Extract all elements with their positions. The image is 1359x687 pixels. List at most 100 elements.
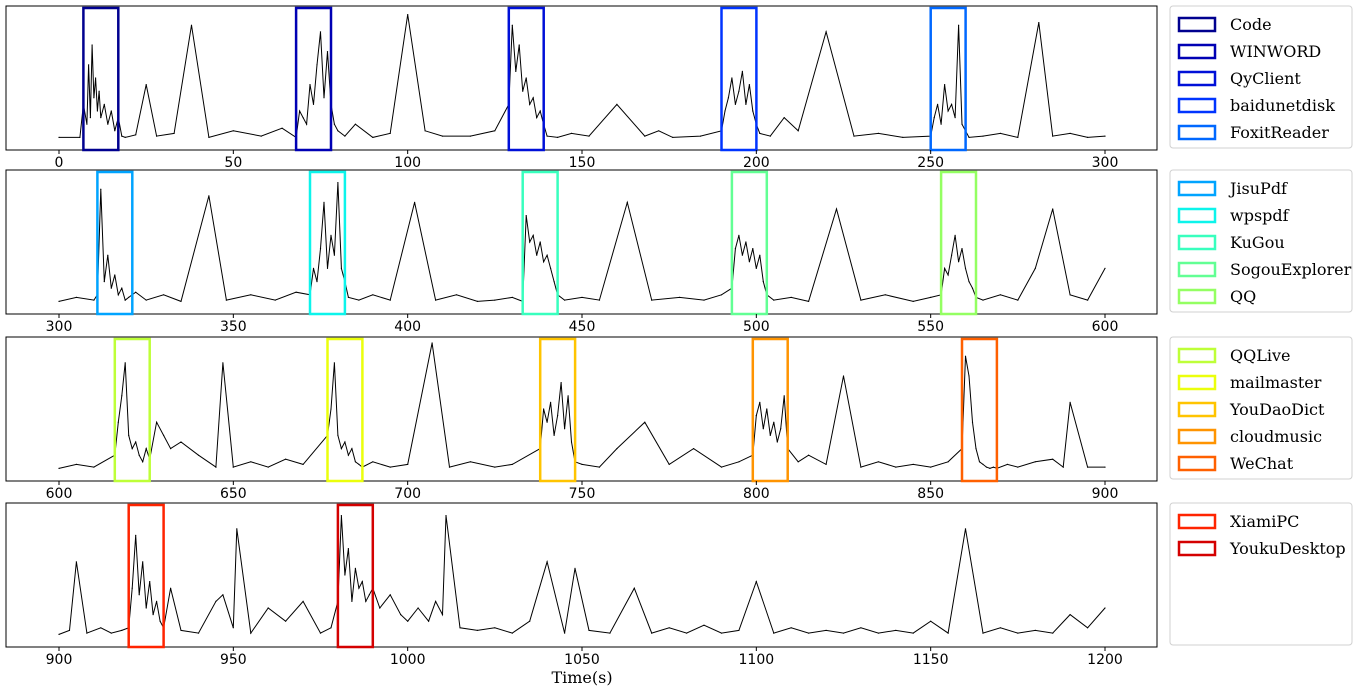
data-point <box>494 466 496 468</box>
data-point <box>644 135 646 137</box>
data-point <box>476 629 478 632</box>
data-point <box>312 103 315 105</box>
data-point <box>152 614 154 616</box>
legend-4: XiamiPC YoukuDesktop <box>1169 502 1353 646</box>
data-point <box>759 254 761 256</box>
data-point <box>588 629 590 632</box>
data-point <box>748 84 751 86</box>
data-point <box>100 188 102 190</box>
x-tick-label: 300 <box>1092 155 1119 171</box>
data-point <box>302 463 304 465</box>
data-point <box>93 97 95 99</box>
data-point <box>208 136 210 138</box>
data-point <box>633 587 635 589</box>
data-point <box>306 123 308 125</box>
data-point <box>330 234 332 236</box>
data-point <box>121 395 123 397</box>
data-point <box>340 267 342 269</box>
data-point <box>947 632 949 634</box>
data-point <box>1034 629 1036 632</box>
data-point <box>557 136 559 138</box>
data-point <box>267 607 269 609</box>
data-point <box>825 31 827 33</box>
data-point <box>769 135 771 137</box>
data-point <box>1104 466 1106 468</box>
data-point <box>947 110 949 112</box>
data-point <box>135 134 137 136</box>
data-point <box>525 215 527 217</box>
app-highlight-box <box>929 6 967 152</box>
data-point <box>326 51 329 53</box>
legend-label: XiamiPC <box>1230 512 1299 531</box>
data-point <box>985 466 988 468</box>
data-point <box>546 561 548 563</box>
data-point <box>930 620 932 622</box>
data-point <box>940 123 942 125</box>
data-point <box>323 97 325 99</box>
data-point <box>724 110 726 112</box>
panel-2: 300 350 400 450 500 550 600 JisuPdf wpspdf KuGou S… <box>5 169 1353 335</box>
data-point <box>441 135 444 137</box>
panel-4: 900 950 1000 1050 1100 1150 1200 XiamiPC YoukuDe… <box>5 502 1353 668</box>
data-point <box>351 448 353 450</box>
data-point <box>546 135 548 137</box>
data-point <box>536 254 538 256</box>
data-point <box>588 135 590 137</box>
data-point <box>644 421 646 423</box>
data-point <box>260 135 262 137</box>
data-point <box>110 632 112 634</box>
app-highlight-box <box>730 170 769 316</box>
data-point <box>543 261 545 263</box>
data-point <box>951 254 953 256</box>
data-point <box>776 441 778 443</box>
data-point <box>441 614 444 616</box>
data-point <box>358 587 360 589</box>
legend-swatch <box>1177 347 1217 364</box>
data-point <box>431 342 433 344</box>
data-point <box>68 629 71 632</box>
data-point <box>570 441 573 443</box>
data-point <box>302 117 304 119</box>
data-point <box>180 629 182 632</box>
data-point <box>651 632 653 634</box>
data-point <box>124 299 126 301</box>
data-point <box>780 428 782 430</box>
data-point <box>156 421 158 423</box>
data-point <box>511 632 513 634</box>
data-point <box>944 267 946 269</box>
data-point <box>947 461 949 463</box>
data-point <box>999 294 1002 296</box>
data-point <box>1038 22 1040 24</box>
data-point <box>668 627 670 629</box>
data-point <box>142 561 144 563</box>
x-tick-label: 200 <box>743 155 770 171</box>
data-point <box>344 441 346 443</box>
data-point <box>752 110 754 112</box>
data-point <box>550 401 552 403</box>
data-point <box>448 466 451 468</box>
data-point <box>337 434 339 436</box>
data-point <box>999 627 1002 629</box>
legend-label: WINWORD <box>1230 42 1321 61</box>
data-point <box>347 548 349 550</box>
data-point <box>337 182 339 184</box>
data-point <box>1087 627 1089 629</box>
data-point <box>222 362 224 364</box>
data-point <box>156 135 158 137</box>
x-axis-label: Time(s) <box>551 668 612 687</box>
data-point <box>616 448 618 450</box>
data-point <box>734 248 737 250</box>
data-point <box>79 136 81 138</box>
data-point <box>1017 632 1019 634</box>
data-point <box>954 117 956 119</box>
data-point <box>968 281 970 283</box>
data-point <box>1062 466 1064 468</box>
data-point <box>309 84 311 86</box>
data-point <box>110 287 112 289</box>
data-point <box>86 632 88 634</box>
data-point <box>494 299 496 301</box>
data-point <box>197 454 200 456</box>
data-point <box>347 454 349 456</box>
legend-swatch <box>1177 207 1217 224</box>
data-point <box>978 461 981 463</box>
